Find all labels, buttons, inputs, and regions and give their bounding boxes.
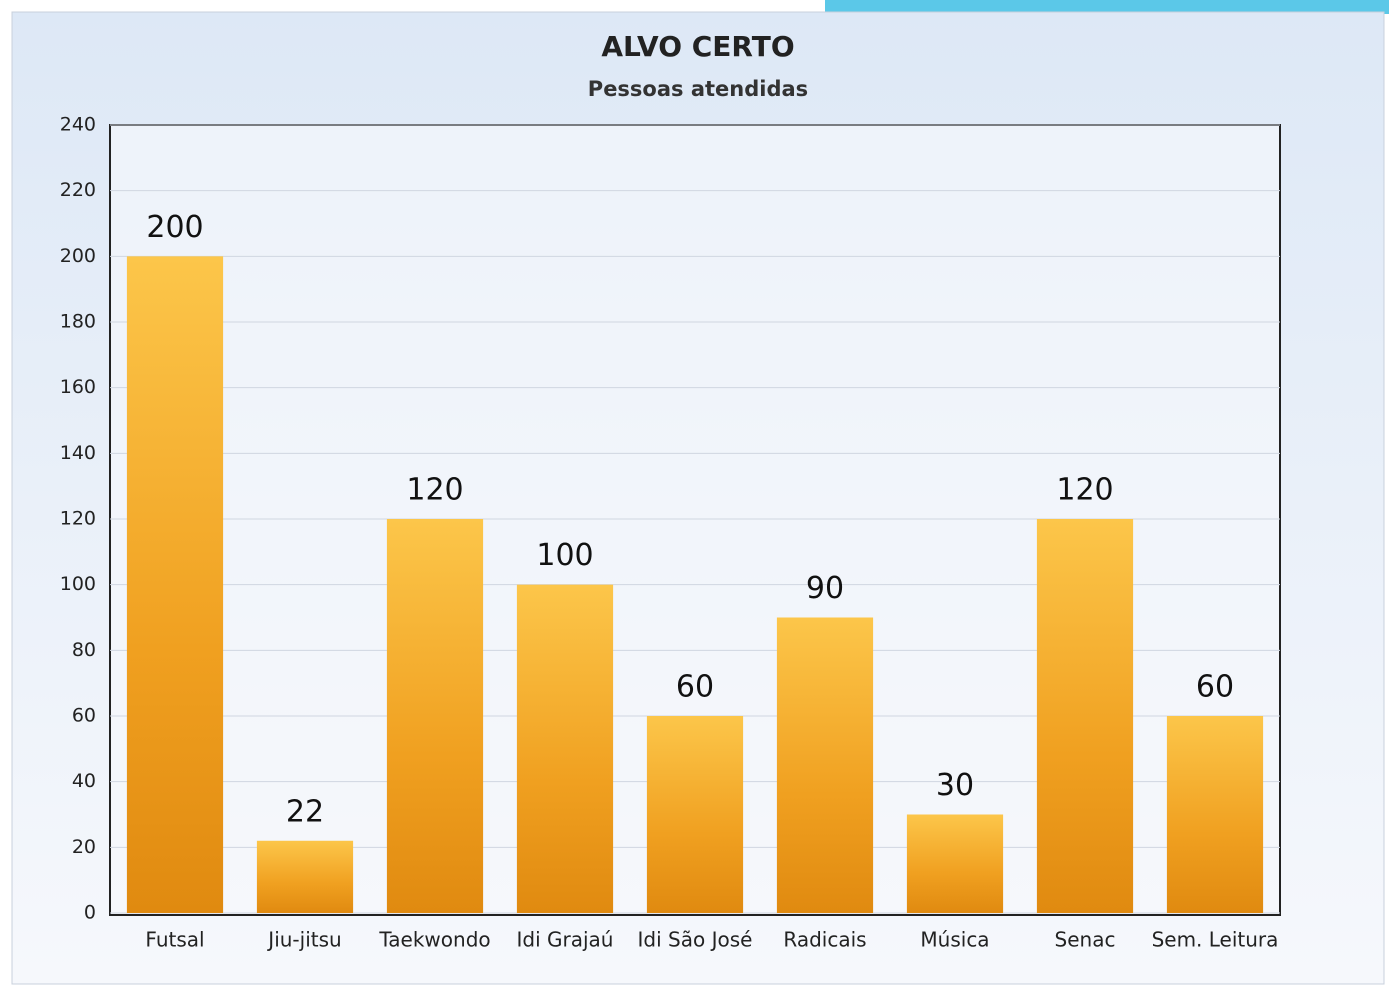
bar [387, 519, 483, 913]
x-tick-label: Idi Grajaú [517, 928, 614, 952]
x-tick-label: Jiu-jitsu [266, 928, 341, 952]
bar [1167, 716, 1263, 913]
x-tick-label: Futsal [145, 928, 204, 952]
x-tick-label: Sem. Leitura [1152, 928, 1279, 952]
y-tick-label: 200 [60, 245, 96, 267]
y-tick-label: 160 [60, 376, 96, 398]
data-label: 60 [676, 670, 714, 705]
y-tick-label: 40 [72, 770, 96, 792]
data-label: 100 [536, 538, 593, 573]
bar [777, 618, 873, 914]
y-tick-label: 0 [84, 902, 96, 924]
x-tick-label: Radicais [783, 928, 866, 952]
x-tick-label: Idi São José [638, 928, 753, 952]
data-label: 60 [1196, 670, 1234, 705]
y-tick-label: 240 [60, 114, 96, 136]
chart-subtitle: Pessoas atendidas [588, 77, 808, 101]
y-tick-label: 80 [72, 639, 96, 661]
y-tick-label: 100 [60, 573, 96, 595]
data-label: 120 [406, 473, 463, 508]
data-label: 200 [146, 210, 203, 245]
chart-title: ALVO CERTO [601, 30, 794, 63]
x-tick-label: Música [920, 928, 989, 952]
x-tick-label: Taekwondo [378, 928, 490, 952]
data-label: 30 [936, 768, 974, 803]
bar [127, 256, 223, 913]
data-label: 90 [806, 571, 844, 606]
y-tick-label: 140 [60, 442, 96, 464]
bar [517, 585, 613, 913]
bar [1037, 519, 1133, 913]
bar [257, 841, 353, 913]
y-tick-label: 60 [72, 705, 96, 727]
bar [647, 716, 743, 913]
data-label: 22 [286, 794, 324, 829]
y-tick-label: 20 [72, 836, 96, 858]
x-tick-label: Senac [1055, 928, 1116, 952]
data-label: 120 [1056, 473, 1113, 508]
chart: ALVO CERTO Pessoas atendidas 0 20 40 60 80 10… [0, 0, 1389, 991]
y-tick-label: 180 [60, 311, 96, 333]
bar [907, 815, 1003, 914]
y-tick-label: 220 [60, 179, 96, 201]
y-tick-label: 120 [60, 508, 96, 530]
